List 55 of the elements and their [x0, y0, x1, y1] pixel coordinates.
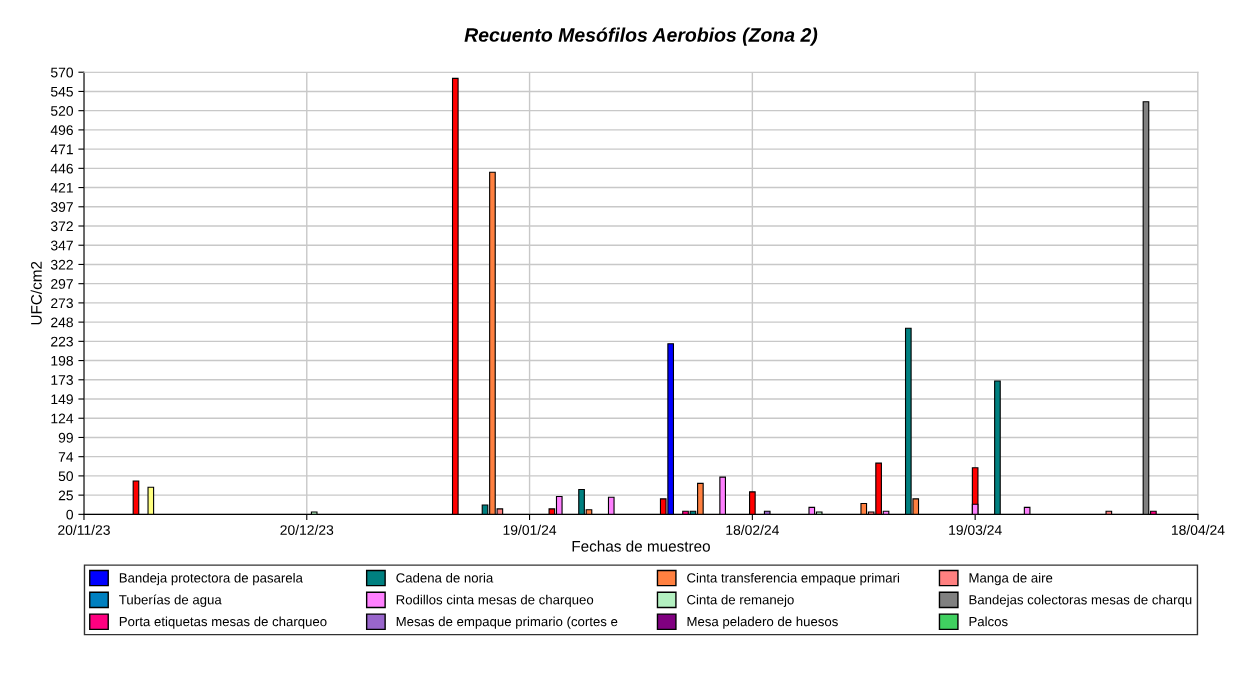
- y-tick-label: 397: [50, 202, 73, 212]
- bar: [719, 476, 726, 515]
- x-tick-label: 20/12/23: [280, 524, 334, 535]
- y-tick-label: 496: [50, 125, 73, 136]
- legend-label: Porta etiquetas mesas de charqueo: [119, 616, 327, 629]
- legend-label: Manga de aire: [969, 572, 1053, 586]
- y-tick-label: 372: [50, 221, 73, 232]
- x-tick-label: 18/04/24: [1171, 524, 1225, 535]
- y-tick-label: 149: [51, 394, 73, 405]
- y-tick-label: 99: [58, 432, 73, 443]
- bar: [994, 380, 1001, 515]
- legend-label: Cinta transferencia empaque primari: [687, 572, 900, 586]
- y-tick-label: 124: [51, 413, 74, 424]
- x-tick-label: 19/01/24: [503, 524, 557, 535]
- y-tick-label: 520: [50, 106, 74, 116]
- y-tick-label: 50: [58, 471, 74, 482]
- bar: [310, 511, 318, 515]
- legend-label: Mesa peladero de huesos: [687, 616, 838, 629]
- bar: [763, 510, 771, 515]
- y-tick-label: 248: [51, 317, 73, 328]
- legend-label: Rodillos cinta mesas de charqueo: [396, 594, 594, 608]
- y-tick-label: 198: [51, 355, 73, 366]
- bar: [1023, 506, 1031, 515]
- bar: [607, 496, 615, 515]
- y-tick-label: 173: [51, 375, 73, 385]
- legend-label: Bandejas colectoras mesas de charqu: [969, 594, 1192, 608]
- y-tick-label: 570: [50, 67, 74, 78]
- bar: [1105, 510, 1113, 515]
- legend-label: Cadena de noria: [396, 572, 494, 583]
- legend-label: Palcos: [969, 616, 1008, 627]
- x-tick-label: 18/02/24: [726, 524, 779, 535]
- y-tick-label: 322: [50, 259, 73, 270]
- x-tick-label: 20/11/23: [58, 524, 110, 535]
- x-tick-label: 19/03/24: [949, 524, 1002, 535]
- legend-label: Tuberías de agua: [119, 594, 222, 608]
- chart-title: Recuento Mesófilos Aerobios (Zona 2): [464, 27, 818, 46]
- legend-label: Cinta de remanejo: [687, 594, 794, 608]
- y-tick-label: 471: [50, 144, 73, 155]
- y-tick-label: 0: [66, 509, 74, 520]
- legend-label: Bandeja protectora de pasarela: [119, 572, 303, 586]
- legend-label: Mesas de empaque primario (cortes e: [396, 616, 618, 629]
- y-tick-label: 74: [58, 452, 74, 462]
- y-tick-label: 446: [50, 163, 73, 174]
- y-axis-title: UFC/cm2: [30, 261, 42, 325]
- y-tick-label: 223: [51, 336, 73, 347]
- y-tick-label: 545: [50, 86, 73, 97]
- y-tick-label: 297: [51, 279, 73, 289]
- y-tick-label: 273: [51, 298, 73, 309]
- y-tick-label: 25: [58, 490, 73, 501]
- x-axis-title: Fechas de muestreo: [572, 540, 710, 552]
- bar: [147, 486, 155, 515]
- y-tick-label: 421: [50, 182, 73, 193]
- bar: [451, 77, 459, 515]
- y-tick-label: 347: [50, 240, 73, 251]
- bar: [132, 480, 140, 515]
